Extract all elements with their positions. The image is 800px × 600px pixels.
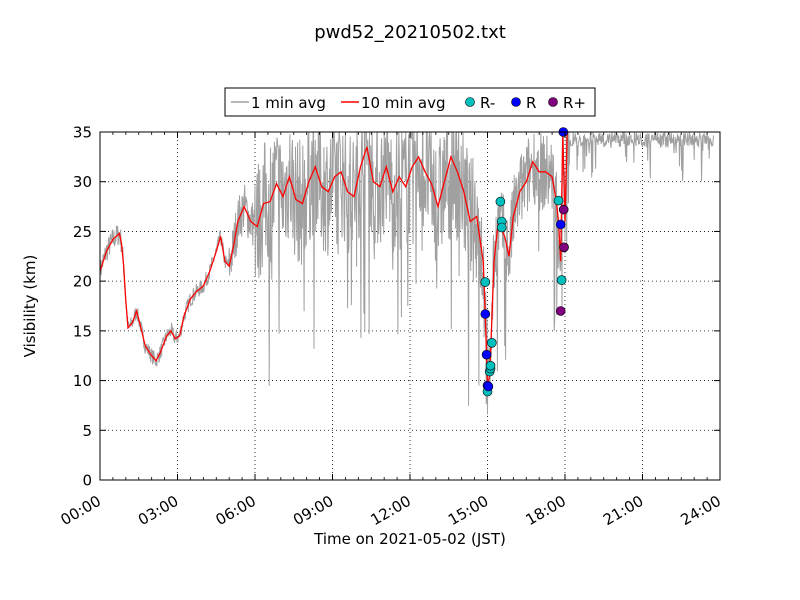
x-tick-label: 24:00 (678, 492, 724, 529)
legend-one-min-label: 1 min avg (251, 94, 326, 112)
r-marker (480, 309, 491, 319)
chart-title: pwd52_20210502.txt (314, 22, 506, 43)
x-tick-label: 00:00 (58, 492, 104, 529)
x-tick-label: 18:00 (523, 492, 569, 529)
legend-box (224, 87, 596, 117)
r-plus-marker (555, 306, 566, 316)
legend-r-marker (511, 97, 521, 107)
x-axis-label: Time on 2021-05-02 (JST) (313, 530, 506, 548)
one-min-series-group (99, 131, 714, 415)
r-plus-marker (559, 242, 569, 253)
ten-min-series-group (99, 131, 570, 386)
legend-r-minus-marker (465, 97, 475, 107)
r-minus-marker (553, 195, 564, 206)
legend: 1 min avg 10 min avg R- R R+ (224, 87, 596, 117)
r-minus-marker (486, 337, 497, 348)
y-tick-label: 30 (73, 173, 92, 191)
y-tick-label: 0 (82, 472, 92, 490)
y-tick-label: 25 (73, 223, 92, 241)
y-axis-label: Visibility (km) (21, 255, 39, 358)
r-marker (555, 219, 566, 230)
x-tick-label: 09:00 (290, 492, 336, 529)
ten-min-series-line (99, 131, 570, 386)
grid-lines (100, 132, 720, 480)
x-tick-label: 06:00 (213, 492, 259, 529)
one-min-series-line (99, 131, 714, 415)
legend-ten-min-label: 10 min avg (361, 94, 446, 112)
legend-r-plus-marker (548, 97, 558, 107)
r-minus-marker (480, 277, 491, 287)
y-tick-label: 5 (82, 422, 92, 440)
r-minus-marker (496, 222, 507, 233)
r-minus-marker (485, 360, 496, 371)
r-marker (483, 381, 494, 392)
y-tick-label: 15 (73, 322, 92, 340)
x-tick-label: 15:00 (445, 492, 491, 529)
r-minus-marker (495, 196, 506, 207)
y-tick-label: 10 (73, 372, 92, 390)
x-tick-label: 21:00 (600, 492, 646, 529)
r-plus-marker (558, 204, 569, 215)
y-tick-label: 35 (73, 124, 92, 142)
legend-r-label: R (526, 94, 536, 112)
x-tick-label: 03:00 (135, 492, 181, 529)
y-tick-label: 20 (73, 273, 92, 291)
legend-r-minus-label: R- (480, 94, 495, 112)
x-tick-label: 12:00 (368, 492, 414, 529)
r-marker (481, 349, 492, 360)
r-minus-marker (556, 275, 567, 285)
plot-area: 0 5 10 15 20 25 30 35 00:00 03:00 06:00 09:00 12:00 1… (58, 124, 724, 530)
legend-r-plus-label: R+ (563, 94, 586, 112)
rain-marker-group (480, 127, 569, 397)
